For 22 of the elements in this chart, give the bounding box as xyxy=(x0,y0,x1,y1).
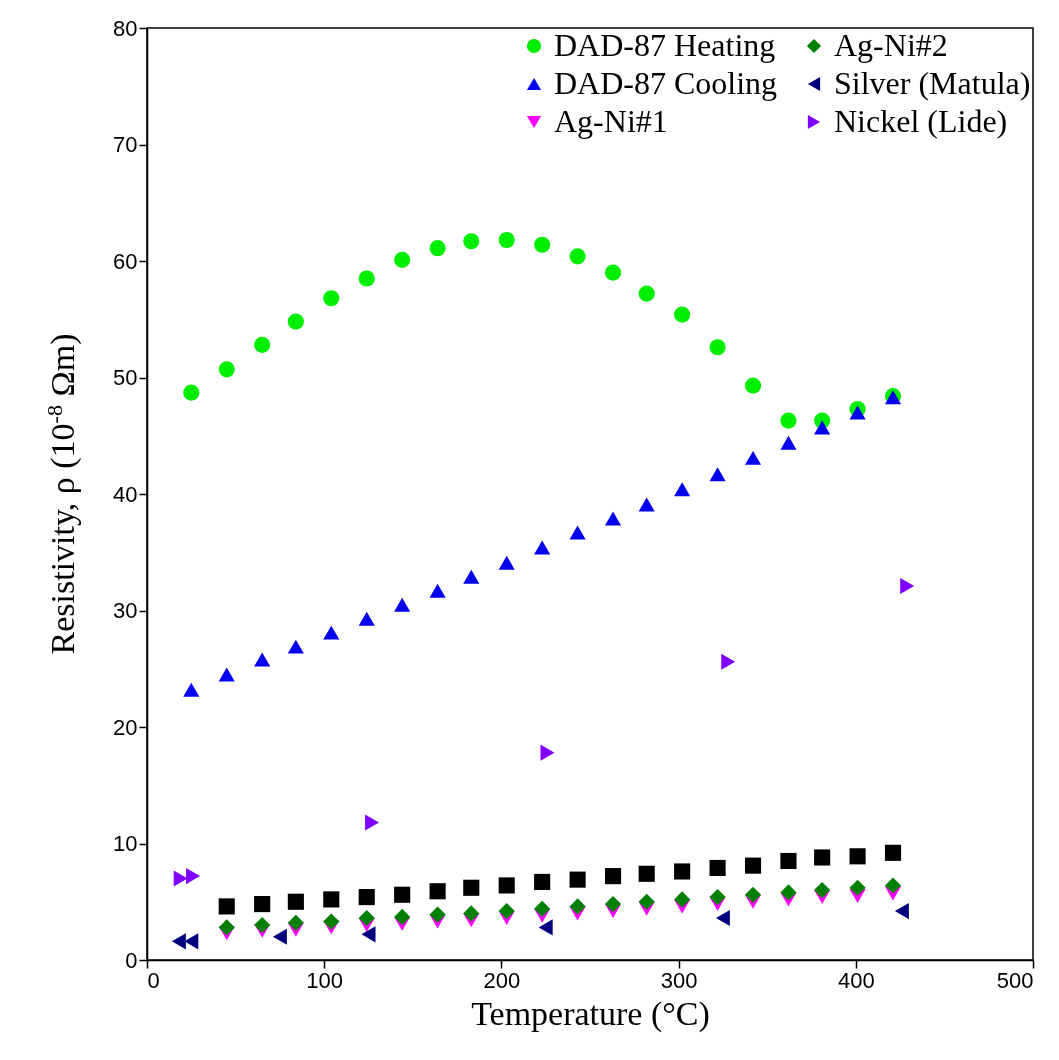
x-tick-label: 100 xyxy=(306,967,344,993)
y-tick-label: 0 xyxy=(125,947,138,973)
legend-label: Ag-Ni#2 xyxy=(834,27,948,63)
legend-label: DAD-87 Heating xyxy=(554,27,776,63)
x-tick-label: 200 xyxy=(483,967,521,993)
y-tick-label: 20 xyxy=(113,714,138,740)
legend-label: Nickel (Lide) xyxy=(834,103,1008,139)
legend-label: Ag-Ni#1 xyxy=(554,103,668,139)
y-tick-label: 60 xyxy=(113,248,138,274)
y-tick-label: 40 xyxy=(113,481,138,507)
y-tick-label: 50 xyxy=(113,365,138,390)
y-tick-label: 70 xyxy=(113,132,138,157)
x-tick-label: 500 xyxy=(996,967,1034,993)
legend-label: Silver (Matula) xyxy=(834,65,1031,101)
y-tick-label: 80 xyxy=(113,15,138,41)
x-tick-label: 0 xyxy=(147,967,160,993)
y-tick-label: 30 xyxy=(113,598,138,623)
y-tick-label: 10 xyxy=(113,831,138,856)
x-axis-title: Temperature (°C) xyxy=(471,994,710,1033)
legend-label: DAD-87 Cooling xyxy=(554,65,778,101)
x-tick-label: 300 xyxy=(660,967,698,993)
x-tick-label: 400 xyxy=(837,967,875,993)
